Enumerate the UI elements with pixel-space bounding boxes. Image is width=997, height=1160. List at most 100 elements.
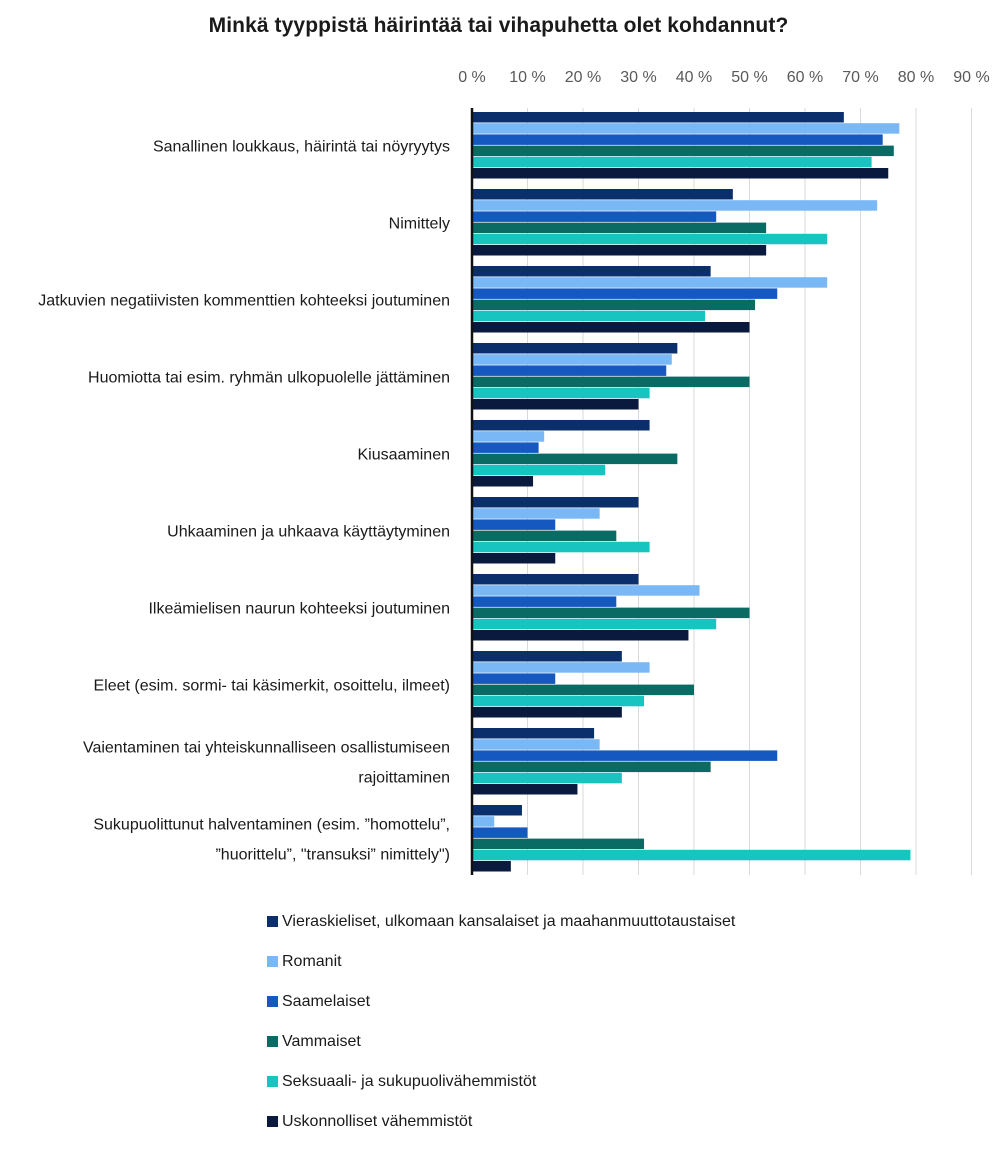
category-label: Jatkuvien negatiivisten kommenttien koht… [38, 293, 450, 310]
bar [472, 168, 889, 179]
bar [472, 156, 872, 168]
bar [472, 245, 767, 256]
legend-item: Uskonnolliset vähemmistöt [267, 1112, 472, 1132]
category-label: Eleet (esim. sormi- tai käsimerkit, osoi… [93, 678, 450, 695]
bar [472, 553, 556, 564]
legend-swatch [267, 1036, 278, 1047]
x-tick-label: 30 % [620, 69, 656, 86]
bar [472, 861, 511, 872]
bar [472, 365, 667, 376]
bar [472, 662, 650, 673]
chart-plot: 0 % 10 % 20 % 30 % 40 % 50 % 60 % 70 % 80 % 90 % … [38, 69, 990, 875]
bar [472, 772, 622, 784]
bar [472, 750, 778, 761]
x-tick-label: 50 % [731, 69, 767, 86]
legend-label: Saamelaiset [282, 993, 371, 1010]
bar [472, 134, 883, 145]
legend-swatch [267, 956, 278, 967]
bar [472, 519, 556, 530]
bar [472, 322, 750, 333]
bar [472, 420, 650, 431]
legend-label: Vammaiset [282, 1033, 361, 1050]
x-tick-label: 90 % [953, 69, 989, 86]
category-label: ”huorittelu”, "transuksi” nimittely") [215, 847, 450, 864]
legend-label: Romanit [282, 953, 342, 970]
bar [472, 288, 778, 299]
gridlines [527, 108, 972, 875]
bar [472, 299, 756, 311]
bar [472, 497, 639, 508]
legend-label: Vieraskieliset, ulkomaan kansalaiset ja … [282, 913, 736, 930]
category-label: Kiusaaminen [358, 447, 451, 464]
bar [472, 277, 828, 288]
chart-title: Minkä tyyppistä häirintää tai vihapuhett… [208, 14, 789, 37]
bar [472, 189, 733, 200]
bar [472, 431, 545, 442]
bar [472, 200, 878, 211]
bar [472, 816, 495, 827]
category-label: Huomiotta tai esim. ryhmän ulkopuolelle … [88, 370, 450, 387]
bar [472, 376, 750, 388]
category-label: Sukupuolittunut halventaminen (esim. ”ho… [93, 817, 450, 834]
legend-item: Seksuaali- ja sukupuolivähemmistöt [267, 1072, 536, 1092]
bar [472, 442, 539, 453]
bar [472, 530, 617, 542]
bar [472, 651, 622, 662]
category-label: rajoittaminen [358, 770, 450, 787]
bar [472, 387, 650, 399]
x-tick-label: 80 % [898, 69, 934, 86]
x-tick-label: 40 % [676, 69, 712, 86]
bar [472, 222, 767, 234]
bar [472, 211, 717, 222]
x-tick-label: 0 % [458, 69, 486, 86]
bar [472, 464, 606, 476]
bar [472, 707, 622, 718]
category-label: Vaientaminen tai yhteiskunnalliseen osal… [83, 740, 450, 757]
bar [472, 607, 750, 619]
legend-item: Saamelaiset [267, 992, 370, 1012]
legend-item: Vieraskieliset, ulkomaan kansalaiset ja … [267, 912, 735, 932]
legend-label: Uskonnolliset vähemmistöt [282, 1113, 473, 1130]
bar [472, 354, 672, 365]
x-tick-label: 20 % [565, 69, 601, 86]
bar [472, 805, 522, 816]
bar [472, 399, 639, 410]
bar [472, 310, 706, 322]
category-label: Ilkeämielisen naurun kohteeksi joutumine… [148, 601, 450, 618]
bar [472, 508, 600, 519]
category-label: Uhkaaminen ja uhkaava käyttäytyminen [167, 524, 450, 541]
bar [472, 827, 528, 838]
x-tick-label: 70 % [842, 69, 878, 86]
bar [472, 123, 900, 134]
bar [472, 596, 617, 607]
legend-swatch [267, 1116, 278, 1127]
bar [472, 728, 595, 739]
bar [472, 266, 711, 277]
x-tick-labels: 0 % 10 % 20 % 30 % 40 % 50 % 60 % 70 % 80 % 90 % [458, 69, 990, 86]
bar [472, 784, 578, 795]
legend-item: Vammaiset [267, 1032, 361, 1052]
bar [472, 541, 650, 553]
bar [472, 849, 911, 861]
x-tick-label: 60 % [787, 69, 823, 86]
category-labels: Sanallinen loukkaus, häirintä tai nöyryy… [38, 139, 450, 864]
bar [472, 145, 894, 157]
bar [472, 673, 556, 684]
bar [472, 574, 639, 585]
bar [472, 684, 694, 696]
legend-item: Romanit [267, 952, 342, 972]
bars [472, 112, 911, 872]
legend-label: Seksuaali- ja sukupuolivähemmistöt [282, 1073, 537, 1090]
x-tick-label: 10 % [509, 69, 545, 86]
bar [472, 233, 828, 245]
bar [472, 618, 717, 630]
legend-swatch [267, 1076, 278, 1087]
bar [472, 476, 534, 487]
category-label: Sanallinen loukkaus, häirintä tai nöyryy… [153, 139, 450, 156]
legend-swatch [267, 916, 278, 927]
bar [472, 585, 700, 596]
bar [472, 838, 645, 850]
category-label: Nimittely [389, 216, 450, 233]
bar [472, 453, 678, 465]
bar [472, 343, 678, 354]
